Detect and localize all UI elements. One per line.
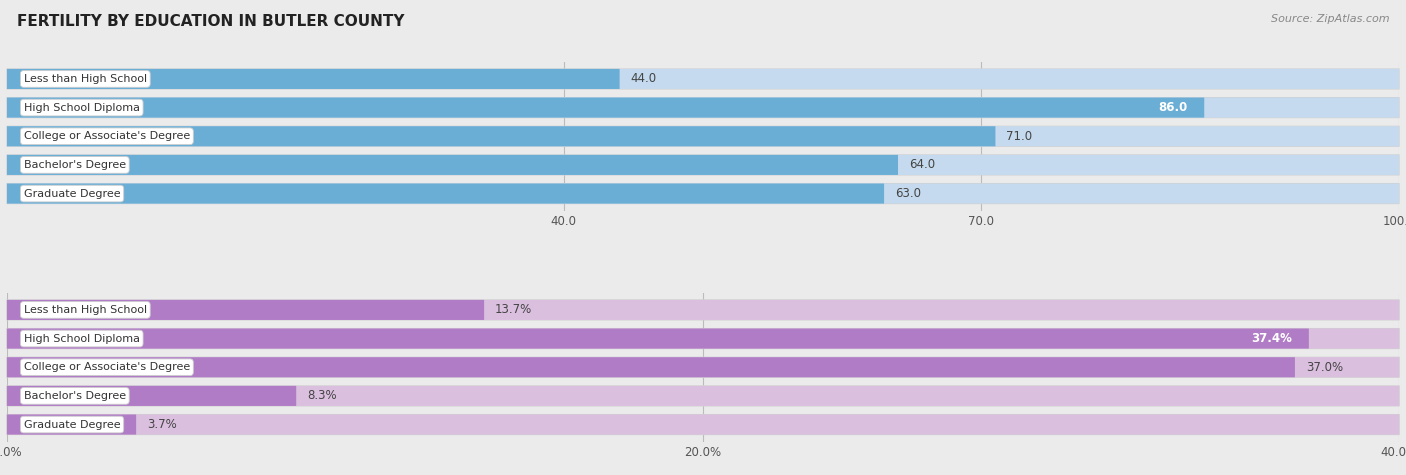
- FancyBboxPatch shape: [7, 183, 1399, 204]
- Text: 71.0: 71.0: [1007, 130, 1032, 143]
- FancyBboxPatch shape: [7, 126, 1399, 146]
- Text: Less than High School: Less than High School: [24, 305, 146, 315]
- Text: Bachelor's Degree: Bachelor's Degree: [24, 160, 127, 170]
- FancyBboxPatch shape: [7, 97, 1399, 118]
- Text: High School Diploma: High School Diploma: [24, 103, 139, 113]
- FancyBboxPatch shape: [7, 126, 995, 146]
- FancyBboxPatch shape: [7, 415, 1399, 435]
- FancyBboxPatch shape: [7, 300, 484, 320]
- FancyBboxPatch shape: [7, 97, 1204, 118]
- FancyBboxPatch shape: [7, 69, 1399, 89]
- Text: 44.0: 44.0: [631, 73, 657, 86]
- Text: Graduate Degree: Graduate Degree: [24, 419, 121, 429]
- FancyBboxPatch shape: [7, 126, 1399, 146]
- Text: 3.7%: 3.7%: [146, 418, 177, 431]
- Text: College or Associate's Degree: College or Associate's Degree: [24, 131, 190, 141]
- FancyBboxPatch shape: [7, 183, 1399, 204]
- FancyBboxPatch shape: [7, 300, 1399, 320]
- FancyBboxPatch shape: [7, 357, 1399, 377]
- FancyBboxPatch shape: [7, 69, 620, 89]
- FancyBboxPatch shape: [7, 386, 297, 406]
- FancyBboxPatch shape: [7, 386, 1399, 406]
- FancyBboxPatch shape: [7, 329, 1399, 349]
- Text: College or Associate's Degree: College or Associate's Degree: [24, 362, 190, 372]
- FancyBboxPatch shape: [7, 329, 1309, 349]
- Text: 13.7%: 13.7%: [495, 304, 531, 316]
- Text: 37.4%: 37.4%: [1251, 332, 1292, 345]
- FancyBboxPatch shape: [7, 300, 1399, 320]
- FancyBboxPatch shape: [7, 155, 898, 175]
- Text: Source: ZipAtlas.com: Source: ZipAtlas.com: [1271, 14, 1389, 24]
- FancyBboxPatch shape: [7, 97, 1399, 118]
- FancyBboxPatch shape: [7, 155, 1399, 175]
- Text: 8.3%: 8.3%: [307, 390, 336, 402]
- Text: High School Diploma: High School Diploma: [24, 333, 139, 343]
- FancyBboxPatch shape: [7, 357, 1399, 377]
- Text: Bachelor's Degree: Bachelor's Degree: [24, 391, 127, 401]
- FancyBboxPatch shape: [7, 415, 136, 435]
- FancyBboxPatch shape: [7, 357, 1295, 377]
- Text: Graduate Degree: Graduate Degree: [24, 189, 121, 199]
- FancyBboxPatch shape: [7, 415, 1399, 435]
- Text: Less than High School: Less than High School: [24, 74, 146, 84]
- Text: 63.0: 63.0: [896, 187, 921, 200]
- FancyBboxPatch shape: [7, 386, 1399, 406]
- Text: FERTILITY BY EDUCATION IN BUTLER COUNTY: FERTILITY BY EDUCATION IN BUTLER COUNTY: [17, 14, 405, 29]
- Text: 64.0: 64.0: [910, 159, 935, 171]
- FancyBboxPatch shape: [7, 155, 1399, 175]
- FancyBboxPatch shape: [7, 329, 1399, 349]
- FancyBboxPatch shape: [7, 183, 884, 204]
- Text: 86.0: 86.0: [1159, 101, 1188, 114]
- Text: 37.0%: 37.0%: [1306, 361, 1343, 374]
- FancyBboxPatch shape: [7, 69, 1399, 89]
